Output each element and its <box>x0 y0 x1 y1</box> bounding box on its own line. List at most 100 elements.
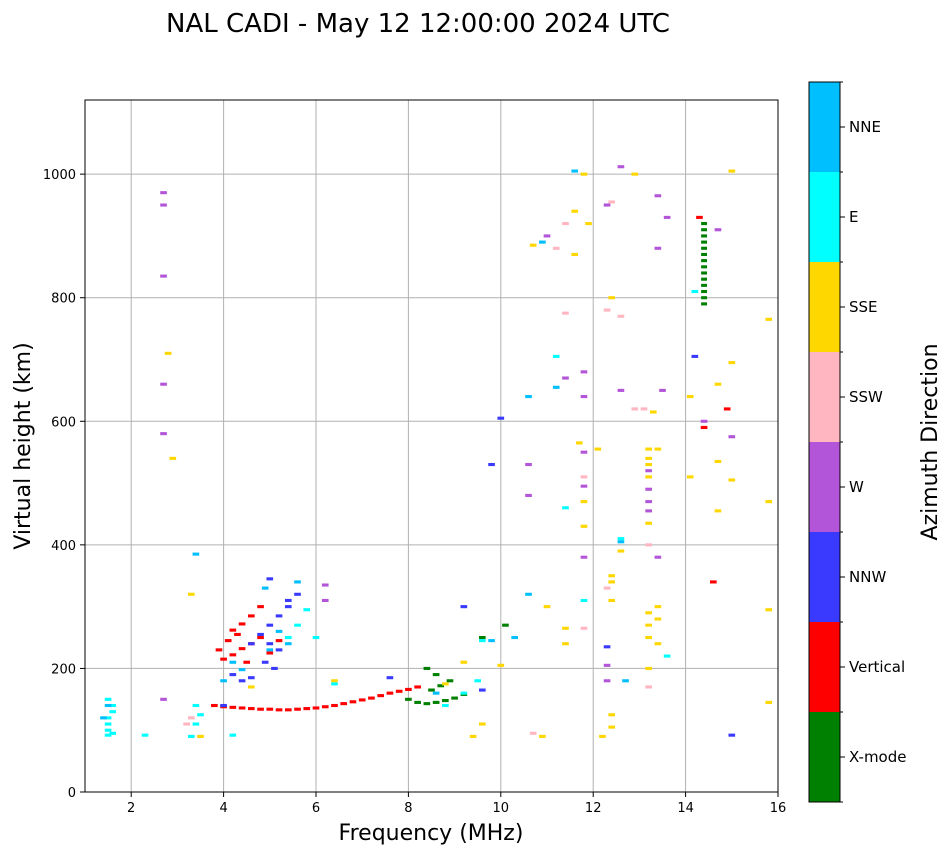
data-point <box>187 592 195 596</box>
data-point <box>645 635 652 640</box>
data-point <box>663 654 671 658</box>
data-point <box>529 243 537 247</box>
data-point <box>187 716 195 720</box>
data-point <box>617 537 625 541</box>
data-point <box>358 698 366 702</box>
data-point <box>580 500 588 504</box>
data-point <box>645 500 652 504</box>
data-point <box>525 493 532 497</box>
data-point <box>271 666 278 670</box>
data-point <box>405 697 412 701</box>
data-point <box>321 583 329 587</box>
data-point <box>701 289 708 294</box>
data-point <box>552 246 560 250</box>
data-point <box>765 500 773 504</box>
data-point <box>552 354 560 358</box>
data-point <box>109 731 117 735</box>
data-point <box>197 713 204 717</box>
data-point <box>257 707 264 711</box>
colorbar-label: X-mode <box>849 748 906 766</box>
series-nnw <box>220 354 736 737</box>
data-point <box>571 252 579 257</box>
data-point <box>303 707 311 711</box>
data-point <box>654 617 662 621</box>
data-point <box>261 660 269 664</box>
data-point <box>728 169 736 173</box>
data-point <box>238 668 246 672</box>
data-point <box>104 722 112 726</box>
data-point <box>645 509 652 513</box>
data-point <box>164 351 172 355</box>
data-point <box>539 734 546 738</box>
data-point <box>645 469 652 473</box>
data-point <box>654 447 662 451</box>
data-point <box>275 708 283 712</box>
data-point <box>571 169 579 173</box>
data-point <box>220 657 227 661</box>
data-point <box>340 702 348 706</box>
data-point <box>215 648 223 652</box>
data-point <box>686 475 694 479</box>
data-point <box>728 478 736 482</box>
x-tick-label: 16 <box>770 801 787 816</box>
data-point <box>525 395 532 399</box>
data-point <box>686 395 694 399</box>
data-point <box>765 317 773 321</box>
data-point <box>104 728 112 732</box>
data-point <box>220 679 227 683</box>
data-point <box>284 642 292 646</box>
data-point <box>543 234 551 238</box>
data-point <box>405 687 412 691</box>
data-point <box>432 673 440 677</box>
data-point <box>603 586 611 590</box>
data-point <box>266 577 274 581</box>
data-point <box>368 696 375 700</box>
data-point <box>696 215 703 219</box>
data-point <box>229 660 237 664</box>
data-point <box>488 639 495 643</box>
data-point <box>478 688 486 692</box>
plot-area <box>84 99 779 793</box>
colorbar: X-mode Vertical NNW W SSW SSE E NNE <box>808 81 906 803</box>
data-point <box>765 608 773 612</box>
data-point <box>701 228 708 232</box>
x-axis-label: Frequency (MHz) <box>339 821 524 846</box>
data-point <box>701 302 708 306</box>
data-point <box>104 716 112 720</box>
data-point <box>580 450 588 454</box>
data-point <box>603 679 611 683</box>
data-point <box>442 703 449 708</box>
data-point <box>312 706 320 710</box>
data-point <box>701 259 708 263</box>
data-point <box>617 165 625 169</box>
data-point <box>580 370 588 374</box>
data-point <box>714 382 722 386</box>
y-tick-label: 600 <box>51 415 76 430</box>
data-point <box>386 691 394 695</box>
data-point <box>525 592 532 596</box>
data-point <box>617 549 625 553</box>
data-point <box>562 222 569 226</box>
data-point <box>543 605 551 609</box>
data-point <box>211 703 218 708</box>
data-point <box>617 540 625 544</box>
data-point <box>160 697 167 701</box>
data-point <box>580 475 588 479</box>
data-point <box>197 734 204 738</box>
data-point <box>243 660 251 664</box>
data-point <box>608 598 616 603</box>
data-point <box>266 642 274 646</box>
y-axis-label: Virtual height (km) <box>11 342 36 549</box>
data-point <box>229 733 237 737</box>
data-point <box>192 722 200 726</box>
data-point <box>160 203 167 207</box>
data-point <box>654 194 662 198</box>
data-point <box>645 521 652 525</box>
colorbar-label: W <box>849 478 864 496</box>
data-point <box>617 314 625 318</box>
data-point <box>104 703 112 708</box>
data-point <box>654 555 662 559</box>
x-tick-label: 6 <box>312 801 320 816</box>
colorbar-segment <box>809 352 840 442</box>
